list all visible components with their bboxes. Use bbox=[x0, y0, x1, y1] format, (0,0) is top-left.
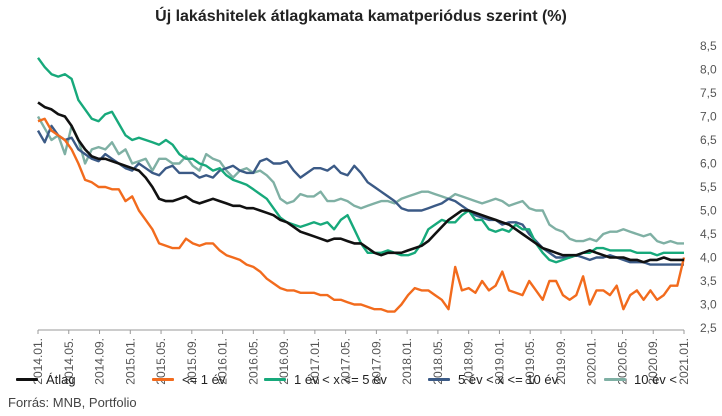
legend-swatch bbox=[428, 378, 450, 381]
x-tick-label: 2015.05. bbox=[154, 338, 168, 385]
x-tick-label: 2016.09. bbox=[277, 338, 291, 385]
x-tick-label: 2015.01. bbox=[123, 338, 137, 385]
y-tick-label: 8,5 bbox=[700, 39, 717, 53]
x-tick-label: 2015.09. bbox=[185, 338, 199, 385]
x-tick-label: 2019.05. bbox=[523, 338, 537, 385]
x-tick-label: 2020.01. bbox=[585, 338, 599, 385]
legend-label: 5 év < x <= 10 év bbox=[458, 372, 559, 387]
y-tick-label: 4,0 bbox=[700, 251, 717, 265]
x-tick-label: 2020.05. bbox=[615, 338, 629, 385]
legend-item-1ev: <= 1 év bbox=[152, 372, 225, 387]
legend-label: Átlag bbox=[46, 372, 76, 387]
x-tick-label: 2014.05. bbox=[62, 338, 76, 385]
legend-item-5-10ev: 5 év < x <= 10 év bbox=[428, 372, 558, 387]
x-tick-label: 2018.09. bbox=[462, 338, 476, 385]
legend-swatch bbox=[16, 378, 38, 381]
x-tick-label: 2020.09. bbox=[646, 338, 660, 385]
y-tick-label: 5,0 bbox=[700, 204, 717, 218]
x-tick-label: 2016.05. bbox=[246, 338, 260, 385]
y-tick-label: 4,5 bbox=[700, 227, 717, 241]
x-tick-label: 2021.01. bbox=[677, 338, 691, 385]
source-text: Forrás: MNB, Portfolio bbox=[8, 395, 137, 410]
legend-swatch bbox=[152, 378, 174, 381]
series-line-1 bbox=[37, 117, 686, 313]
legend-label: <= 1 év bbox=[182, 372, 226, 387]
x-tick-label: 2017.05. bbox=[339, 338, 353, 385]
series-line-0 bbox=[37, 101, 684, 264]
legend-swatch bbox=[604, 378, 626, 381]
legend-swatch bbox=[264, 378, 286, 381]
legend-item-10ev: 10 év < bbox=[604, 372, 677, 387]
series-line-4 bbox=[36, 115, 684, 245]
x-tick-label: 2016.01. bbox=[216, 338, 230, 385]
x-axis: 2014.01. 2014.05. 2014.09. 2015.01. 2015.05.… bbox=[31, 329, 691, 385]
y-tick-label: 3,0 bbox=[700, 298, 717, 312]
series-layer bbox=[36, 57, 686, 313]
series-line-2 bbox=[37, 57, 684, 264]
chart-title: Új lakáshitelek átlagkamata kamatperiódu… bbox=[155, 8, 567, 25]
x-tick-label: 2019.01. bbox=[492, 338, 506, 385]
legend: Átlag <= 1 év 1 év < x <= 5 év 5 év < x … bbox=[0, 372, 722, 392]
legend-item-atlag: Átlag bbox=[16, 372, 76, 387]
x-tick-label: 2014.09. bbox=[93, 338, 107, 385]
x-tick-label: 2017.09. bbox=[369, 338, 383, 385]
y-tick-label: 7,5 bbox=[700, 86, 717, 100]
y-tick-label: 7,0 bbox=[700, 110, 717, 124]
y-axis: 8,5 8,0 7,5 7,0 6,5 6,0 5,5 5,0 4,5 4,0 3,5 3,0 2,5 bbox=[700, 39, 717, 335]
legend-label: 1 év < x <= 5 év bbox=[294, 372, 387, 387]
y-tick-label: 8,0 bbox=[700, 63, 717, 77]
x-tick-label: 2018.01. bbox=[400, 338, 414, 385]
y-tick-label: 5,5 bbox=[700, 180, 717, 194]
x-tick-label: 2019.09. bbox=[554, 338, 568, 385]
y-tick-label: 3,5 bbox=[700, 274, 717, 288]
legend-label: 10 év < bbox=[634, 372, 678, 387]
y-tick-label: 2,5 bbox=[700, 321, 717, 335]
y-tick-label: 6,5 bbox=[700, 133, 717, 147]
x-tick-label: 2014.01. bbox=[31, 338, 45, 385]
y-tick-label: 6,0 bbox=[700, 157, 717, 171]
x-tick-label: 2018.05. bbox=[431, 338, 445, 385]
legend-item-1-5ev: 1 év < x <= 5 év bbox=[264, 372, 387, 387]
x-tick-label: 2017.01. bbox=[308, 338, 322, 385]
